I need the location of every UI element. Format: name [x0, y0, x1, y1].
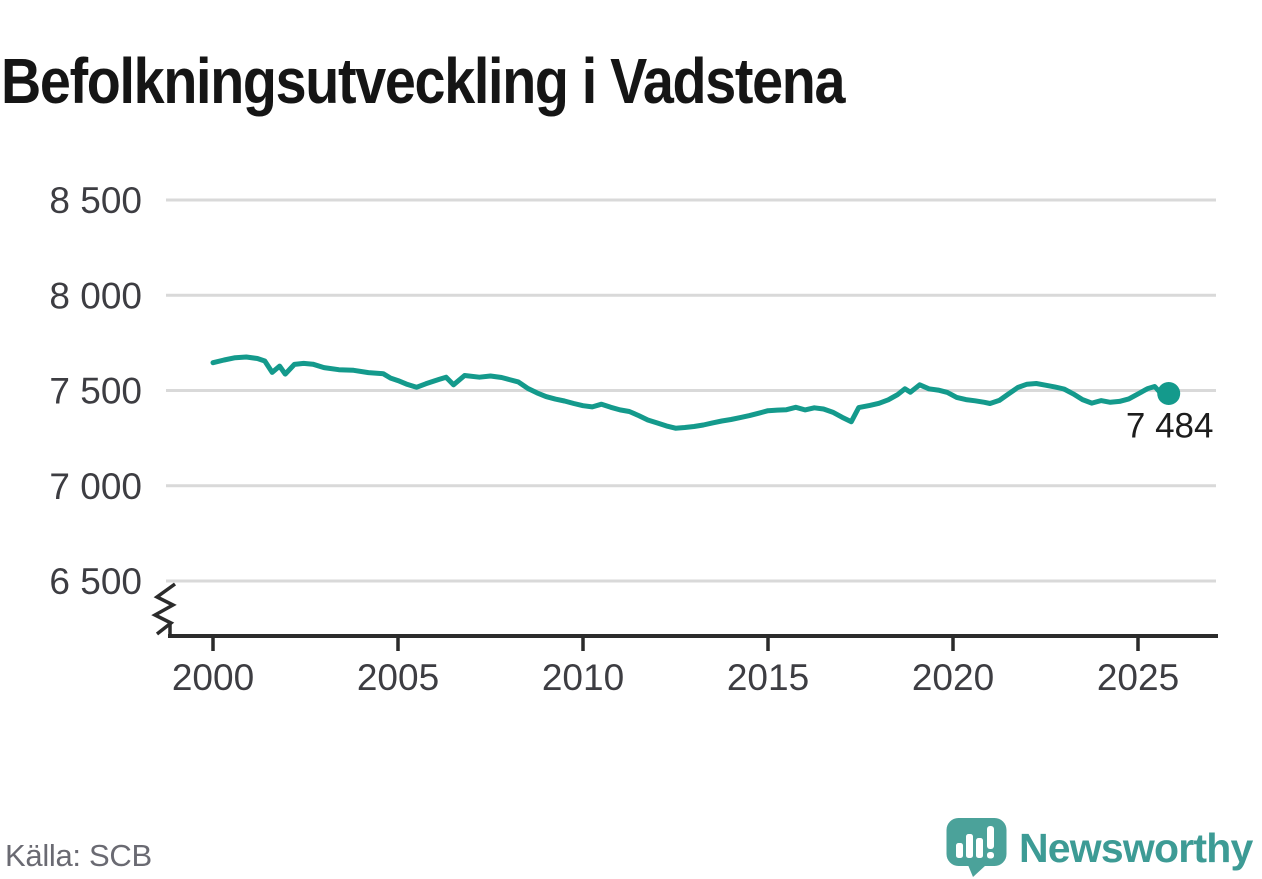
- x-tick-label: 2020: [912, 657, 994, 698]
- bar-chart-icon: [976, 838, 983, 858]
- exclamation-icon: [987, 852, 994, 859]
- bar-chart-icon: [966, 834, 973, 858]
- newsworthy-logo: Newsworthy: [946, 818, 1253, 878]
- y-tick-label: 7 500: [49, 371, 142, 412]
- axis-break-zigzag-icon: [151, 582, 177, 636]
- bar-chart-icon: [956, 843, 963, 858]
- exclamation-icon: [987, 826, 994, 849]
- page-title: Befolkningsutveckling i Vadstena: [1, 44, 845, 117]
- population-line: [210, 354, 1172, 431]
- x-tick-label: 2025: [1097, 657, 1179, 698]
- x-tick-label: 2010: [542, 657, 624, 698]
- last-point-dot: [1157, 382, 1181, 406]
- y-tick-label: 8 000: [49, 275, 142, 316]
- x-tick-label: 2005: [357, 657, 439, 698]
- source-note: Källa: SCB: [5, 838, 152, 873]
- x-tick-label: 2000: [172, 657, 254, 698]
- logo-bubble-tail: [968, 865, 986, 877]
- newsworthy-logo-icon: [946, 818, 1007, 877]
- y-tick-label: 7 000: [49, 466, 142, 507]
- y-tick-label: 8 500: [49, 180, 142, 221]
- y-tick-label: 6 500: [49, 561, 142, 602]
- x-tick-label: 2015: [727, 657, 809, 698]
- last-value-label: 7 484: [1126, 407, 1214, 446]
- logo-wordmark: Newsworthy: [1019, 825, 1253, 871]
